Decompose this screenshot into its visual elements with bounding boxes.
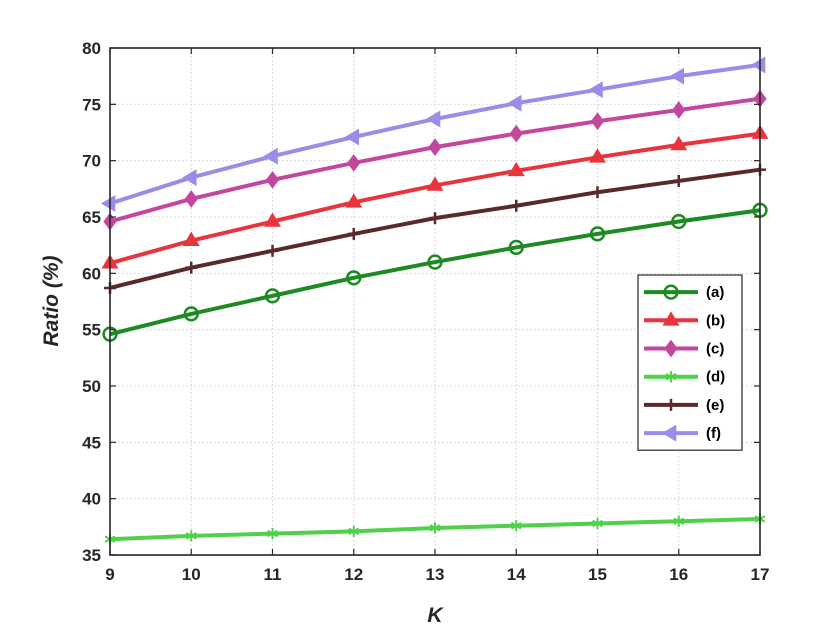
y-tick-label: 60 [82,264,101,283]
data-point [267,527,278,540]
data-point [344,128,360,146]
data-point [672,101,686,119]
legend-marker [662,311,680,326]
series-b [101,124,769,269]
legend-marker [663,284,679,300]
data-point [185,261,198,274]
legend-label: (e) [706,397,724,414]
data-point [185,530,197,542]
data-point [265,170,280,189]
legend-entry: (a) [644,284,724,301]
legend-label: (d) [706,369,725,386]
data-point [426,110,441,128]
x-axis-label: K [427,604,444,627]
data-point [507,94,522,112]
legend: (a) (b) (c) (d) (e) (f) [637,274,743,451]
data-point [347,154,361,172]
data-point [429,522,441,534]
legend-marker [662,424,677,442]
data-point [510,520,522,532]
legend-marker [665,398,677,411]
data-point [428,138,442,156]
data-point [264,288,281,304]
legend-label: (c) [706,341,724,358]
data-point [507,161,525,177]
data-point [672,174,685,187]
data-point [347,227,360,240]
x-tick-label: 9 [105,565,114,584]
y-tick-label: 50 [82,377,101,396]
series-f [101,56,766,212]
data-point [670,135,688,151]
data-point [345,193,363,208]
legend-entry: (d) [644,369,725,386]
data-point [184,190,198,208]
data-point [101,195,116,212]
y-tick-label: 65 [82,208,101,227]
y-tick-label: 80 [82,39,101,58]
y-tick-label: 55 [82,321,101,340]
data-point [346,270,362,286]
x-tick-label: 11 [264,565,282,584]
data-point [508,239,524,256]
legend-box [637,274,743,451]
x-tick-label: 12 [344,565,363,584]
data-point [590,112,605,131]
data-point [426,176,444,191]
y-tick-label: 75 [82,95,101,114]
y-tick-label: 35 [82,546,101,565]
legend-marker [665,371,677,383]
series-line [109,208,761,337]
data-point [182,231,200,246]
x-tick-label: 10 [182,565,201,584]
data-point [592,517,603,530]
data-point [673,515,685,527]
legend-entry: (b) [644,311,725,329]
x-tick-label: 15 [588,565,607,584]
data-point [509,124,523,143]
data-point [183,306,199,322]
data-point [669,67,685,85]
data-point [266,244,279,257]
legend-entry: (e) [644,397,724,414]
legend-entry: (c) [644,339,724,358]
data-point [588,81,603,99]
data-point [591,186,604,199]
y-tick-label: 45 [82,433,101,452]
data-point [510,199,523,212]
data-point [589,226,606,242]
x-tick-label: 14 [507,565,526,584]
data-point [263,147,278,165]
data-point [348,525,360,537]
series-group [101,56,769,545]
legend-entry: (f) [644,424,721,442]
y-axis-label: Ratio (%) [40,256,63,347]
data-point [427,254,443,270]
data-point [671,213,687,230]
legend-marker [664,339,678,358]
x-tick-label: 16 [669,565,688,584]
x-tick-label: 17 [751,565,770,584]
y-tick-label: 40 [82,490,101,509]
data-point [429,212,441,225]
data-point [589,148,606,163]
ticks: 9 10 11 12 13 14 15 16 17 35 40 45 50 55 60 65 70 75 80 [82,39,769,584]
y-tick-label: 70 [82,152,101,171]
x-tick-label: 13 [426,565,445,584]
legend-label: (a) [706,284,724,301]
legend-label: (f) [706,425,721,442]
legend-label: (b) [706,312,725,329]
data-point [264,212,281,227]
data-point [182,169,197,187]
data-point [751,56,766,74]
